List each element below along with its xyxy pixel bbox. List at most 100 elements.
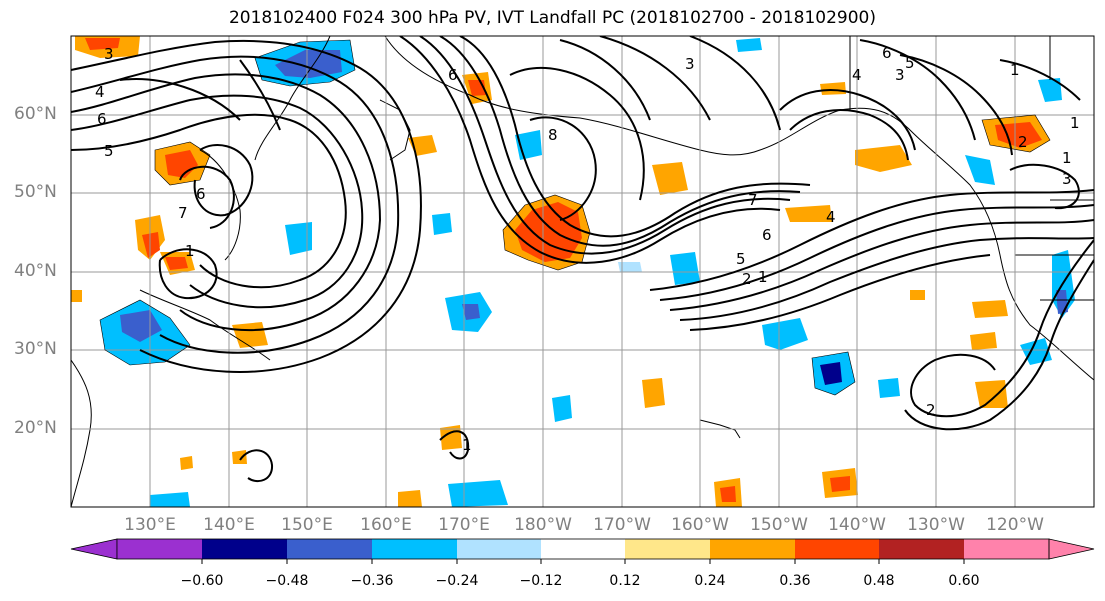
shade-orange-gulf3 [785,205,832,222]
shade-blue-ecs [120,310,162,342]
shade-blue-mid1 [462,304,480,320]
shade-orange-sub3 [642,378,665,408]
contour-label: 3 [104,45,114,63]
shade-red-canada [995,122,1042,148]
lat-label-60n: 60°N [14,104,57,124]
contour-label: 6 [448,66,458,84]
shade-cyan-mid2 [432,213,452,235]
contour-label: 4 [852,66,862,84]
lat-label-50n: 50°N [14,182,57,202]
shade-orange-cal [910,290,925,300]
contour-label: 1 [1070,114,1080,132]
shade-cyan-sub3 [878,378,900,398]
shade-red-jp1 [142,232,160,258]
colorbar-tick-label: −0.36 [350,573,394,589]
contour-label: 1 [185,242,195,260]
shade-cyan-gulf2 [670,252,700,285]
colorbar-segment [879,539,964,559]
contour-label: 8 [548,126,558,144]
contour-label: 6 [97,110,107,128]
pv-thin-contours [99,39,1051,396]
lon-label: 130°E [124,515,176,535]
colorbar-segment [457,539,541,559]
lon-label: 170°W [593,515,651,535]
shade-cyan-sub1 [762,318,808,350]
contour-label: 4 [95,83,105,101]
colorbar [70,538,1095,564]
shade-orange-bc [855,145,912,172]
colorbar-segment [372,539,457,559]
colorbar-frame [116,538,1050,560]
shade-orange-trop8 [232,450,247,464]
lon-label: 160°E [360,515,412,535]
contour-label: 5 [905,54,915,72]
contour-label: 6 [196,185,206,203]
lon-label: 140°W [828,515,886,535]
contour-label: 2 [1018,133,1028,151]
shade-navy-sub2 [820,362,842,385]
shade-orange-sub2 [975,380,1008,408]
shade-cyan-sub4 [552,395,572,422]
shade-cyan-sub5 [736,38,762,52]
colorbar-tick-label: 0.24 [694,573,726,589]
shade-orange-trop5 [398,490,422,507]
colorbar-segment [117,539,202,559]
lat-label-20n: 20°N [14,418,57,438]
colorbar-segment [202,539,287,559]
contour-label: 2 [926,401,936,419]
colorbar-tick-label: 0.60 [948,573,980,589]
colorbar-min-extension [70,538,118,560]
colorbar-segment [964,539,1049,559]
shade-orange-jp3 [232,322,268,348]
contour-label: 3 [1062,170,1072,188]
contour-label: 7 [748,191,758,209]
shade-blue-ak [275,50,342,78]
colorbar-tick-label: −0.12 [519,573,563,589]
colorbar-segment [625,539,710,559]
shade-orange-baja [972,300,1008,318]
shade-lightblue-gulf2 [618,262,642,272]
shade-orange-sub1 [970,332,997,350]
shade-red-nw [85,38,120,50]
lat-label-30n: 30°N [14,339,57,359]
contour-label: 4 [826,208,836,226]
map-frame [70,35,1095,508]
contour-label: 6 [762,226,772,244]
colorbar-max-extension [1048,538,1095,560]
colorbar-tick-label: 0.48 [863,573,895,589]
contour-label: 1 [1062,149,1072,167]
contour-label: 5 [104,142,114,160]
colorbar-segment [710,539,795,559]
colorbar-segment [287,539,372,559]
colorbar-segment [541,539,625,559]
shade-orange-trop7 [180,456,193,470]
contour-label: 5 [736,250,746,268]
lon-label: 160°W [671,515,729,535]
shade-red-kam [165,150,198,178]
shade-cyan-bc [965,155,995,185]
shade-cyan-trop6 [150,492,190,507]
shade-red-trop2 [830,476,850,492]
colorbar-tick-label: 0.12 [609,573,641,589]
lon-label: 140°E [203,515,255,535]
shade-orange-sub6 [820,82,846,95]
contour-labels: 3 4 6 5 6 7 1 6 8 3 7 6 5 1 2 1 6 5 4 3 … [95,44,1080,454]
contour-label: 7 [178,204,188,222]
contour-label: 3 [685,55,695,73]
lon-label: 120°W [986,515,1044,535]
contour-label: 6 [882,44,892,62]
contour-label: 1 [1010,61,1020,79]
lon-label: 130°W [907,515,965,535]
contour-label: 1 [758,268,768,286]
shade-orange-jp4 [71,290,82,302]
shade-cyan-gulf1 [515,130,542,160]
shade-orange-gulf1 [652,162,688,195]
shade-cyan-trop4 [448,480,508,507]
shade-cyan-sea [285,222,312,255]
lon-label: 150°E [281,515,333,535]
contour-label: 1 [462,436,472,454]
lon-label: 150°W [750,515,808,535]
lat-label-40n: 40°N [14,261,57,281]
map-title: 2018102400 F024 300 hPa PV, IVT Landfall… [228,8,876,28]
